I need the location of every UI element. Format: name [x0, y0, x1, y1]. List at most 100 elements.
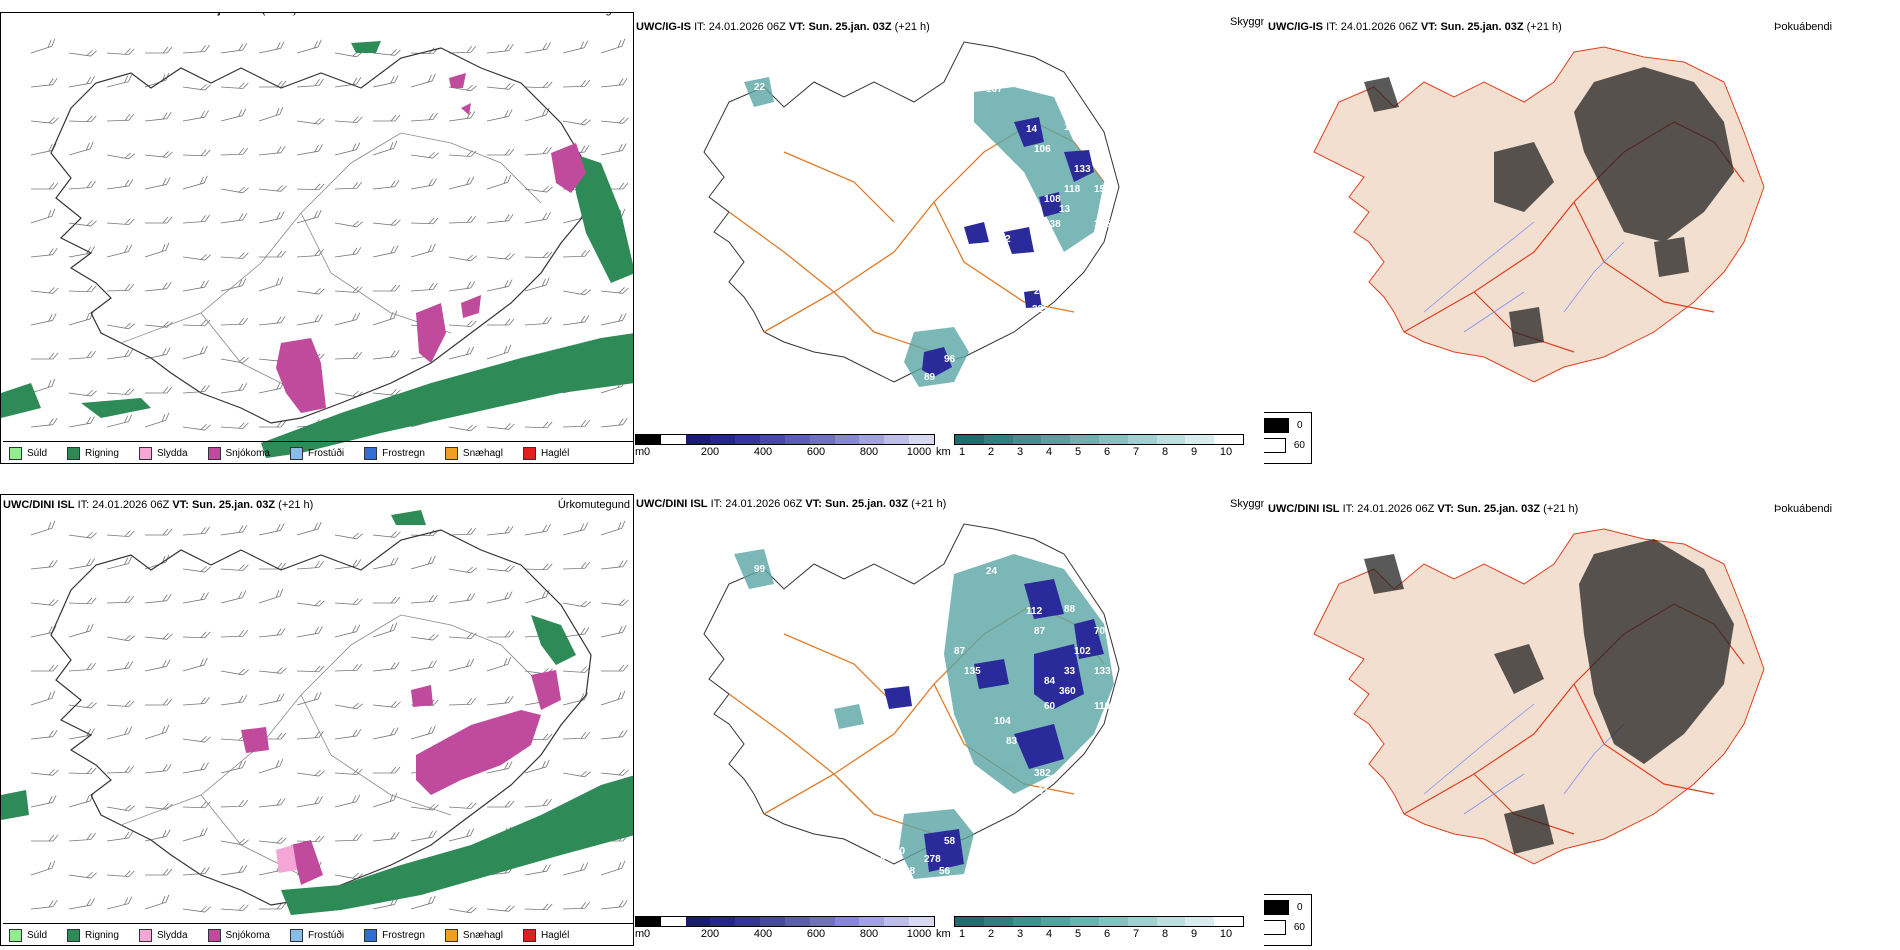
visibility-panel-dini: UWC/DINI ISL IT: 24.01.2026 06Z VT: Sun.…	[634, 494, 1264, 946]
wind-barb	[182, 110, 209, 122]
wind-barb	[524, 864, 551, 876]
iceland-outline	[703, 41, 1120, 383]
wind-barb	[258, 627, 286, 638]
wind-barb	[258, 211, 285, 224]
wind-barb	[106, 556, 133, 570]
panel-type-label: Þokuábendi	[1774, 503, 1833, 515]
wind-barb	[600, 769, 629, 776]
wind-barb	[334, 702, 363, 710]
wind-barb	[562, 419, 591, 428]
legend-swatch	[364, 928, 378, 942]
visibility-value-label: 112	[1026, 606, 1043, 617]
wind-barb	[448, 906, 477, 914]
wind-barb	[296, 183, 325, 191]
wind-barb	[600, 417, 628, 428]
wind-barb	[524, 798, 552, 808]
wind-barb	[448, 111, 476, 122]
wind-barb	[106, 530, 135, 537]
wind-barb	[144, 803, 173, 810]
visibility-value-label: 90	[1006, 254, 1018, 265]
wind-barb	[334, 181, 363, 190]
wind-barb	[562, 731, 591, 740]
wind-barb	[562, 40, 589, 54]
wind-barb	[296, 730, 324, 740]
visibility-value-label: 24	[1029, 334, 1041, 345]
legend-item-frostregn: Frostregn	[358, 446, 425, 460]
wind-barb	[448, 176, 475, 190]
wind-barb	[144, 151, 173, 158]
wind-barb	[372, 310, 398, 326]
wind-barb	[145, 698, 173, 706]
wind-barb	[448, 658, 475, 672]
visibility-value-label: 2	[954, 164, 960, 175]
ceiling-scale: 0 200 400 600 800 1000 m	[635, 916, 935, 941]
precip-legend: Súld Rigning Slydda Snjókoma Frostúði Fr…	[3, 441, 633, 463]
panel-type-label: Skyggni	[1230, 498, 1264, 510]
visibility-value-label: 278	[924, 854, 941, 865]
wind-barb	[30, 690, 56, 706]
snow-areas	[241, 670, 561, 885]
wind-barb	[600, 143, 627, 156]
wind-barb	[486, 279, 513, 292]
visibility-value-label: 56	[939, 866, 951, 877]
wind-barb	[334, 116, 363, 123]
panel-title: UWC/DINI ISL IT: 24.01.2026 06Z VT: Sun.…	[636, 498, 947, 510]
wind-barb	[373, 596, 401, 604]
wind-barb	[372, 661, 400, 672]
wind-barb	[296, 626, 323, 638]
wind-barb	[182, 345, 208, 360]
wind-barb	[31, 664, 59, 672]
wind-barb	[220, 629, 249, 638]
wind-barb	[30, 860, 56, 876]
rain-areas	[1, 41, 633, 458]
visibility-value-label: 188	[1064, 122, 1081, 133]
legend-item-frostregn: Frostregn	[358, 928, 425, 942]
wind-barb	[562, 249, 591, 258]
wind-barb	[30, 247, 58, 258]
wind-barb	[486, 695, 514, 706]
legend-item-sudl: Súld	[3, 928, 47, 942]
wind-barb	[106, 113, 135, 122]
wind-barb	[524, 81, 553, 89]
wind-barb	[220, 422, 249, 429]
wind-barb	[68, 701, 97, 709]
wind-barb	[601, 664, 629, 672]
visibility-value-label: 43	[939, 384, 951, 395]
wind-barb	[144, 829, 171, 842]
wind-barb	[334, 663, 363, 672]
ceiling-fill	[922, 117, 1094, 377]
wind-barb	[486, 423, 515, 430]
wind-barb	[562, 666, 591, 673]
wind-barb	[182, 319, 211, 327]
visibility-value-label: 43	[954, 881, 966, 892]
wind-barb	[372, 75, 399, 88]
wind-barb	[448, 45, 477, 54]
wind-barb	[410, 151, 439, 159]
visibility-value-label: 83	[1006, 736, 1018, 747]
wind-barb	[334, 142, 361, 156]
wind-barb	[373, 284, 401, 292]
wind-barb	[562, 522, 589, 536]
legend-item-slydda: Slydda	[133, 928, 188, 942]
wind-barb	[334, 794, 361, 808]
visibility-value-label: 118	[1064, 184, 1081, 195]
wind-barb	[562, 561, 591, 570]
visibility-value-label: 63	[884, 831, 896, 842]
wind-barb	[410, 594, 438, 604]
wind-barb	[410, 243, 436, 258]
wind-barb	[372, 831, 400, 842]
visibility-value-label: 17	[964, 184, 976, 195]
wind-barb	[68, 49, 97, 57]
panel-type-label: Úrkomutegund	[557, 499, 630, 511]
visibility-value-label: 155	[1094, 184, 1111, 195]
wind-barb	[487, 800, 515, 808]
roads	[728, 121, 1105, 353]
visibility-value-label: 38	[904, 866, 916, 877]
wind-barb	[486, 43, 514, 54]
precip-legend: Súld Rigning Slydda Snjókoma Frostúði Fr…	[3, 923, 633, 945]
wind-barb	[448, 566, 477, 574]
visibility-value-label: 338	[1044, 219, 1061, 230]
visibility-value-label: 89	[924, 372, 936, 383]
legend-item-snaehagl: Snæhagl	[439, 928, 503, 942]
precip-map	[1, 38, 633, 458]
